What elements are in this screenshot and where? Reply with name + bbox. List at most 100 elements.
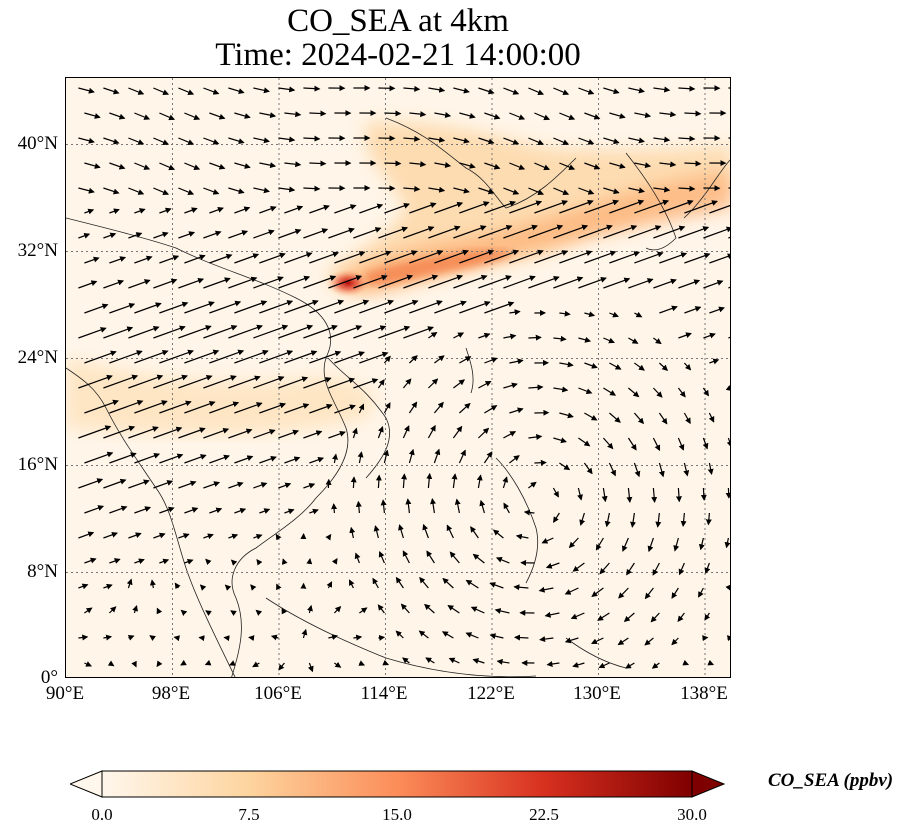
wind-arrow — [228, 230, 249, 239]
wind-arrow — [209, 401, 240, 414]
wind-arrow — [470, 606, 485, 614]
wind-arrow — [109, 256, 127, 264]
wind-arrow — [307, 604, 313, 614]
wind-arrow — [134, 112, 151, 120]
wind-arrow — [228, 276, 258, 289]
wind-arrow — [483, 451, 493, 464]
wind-arrow — [453, 332, 465, 339]
lon-tick-label: 114°E — [360, 683, 408, 704]
wind-arrow — [256, 558, 263, 566]
wind-arrow — [359, 250, 392, 264]
wind-arrow — [234, 455, 254, 464]
wind-arrow — [128, 279, 151, 289]
wind-arrow — [702, 437, 709, 450]
wind-arrow — [682, 659, 690, 666]
wind-arrow — [725, 384, 730, 391]
wind-arrow — [306, 558, 313, 565]
wind-arrow — [454, 498, 461, 514]
wind-arrow — [108, 606, 117, 614]
wind-arrow — [599, 562, 610, 575]
wind-arrow — [453, 379, 466, 389]
wind-arrow — [564, 587, 579, 595]
wind-arrow — [408, 401, 418, 414]
wind-arrow — [184, 558, 194, 565]
wind-arrow — [553, 335, 567, 342]
wind-arrow — [677, 612, 685, 622]
wind-arrow — [459, 300, 491, 314]
wind-arrow — [579, 512, 586, 526]
wind-arrow — [453, 274, 488, 289]
wind-arrow — [209, 112, 226, 120]
wind-arrow — [149, 579, 156, 589]
wind-arrow — [538, 586, 554, 593]
wind-arrow — [259, 112, 277, 119]
wind-arrow — [552, 487, 559, 498]
wind-arrow — [578, 137, 595, 145]
wind-arrow — [78, 374, 113, 389]
wind-arrow — [634, 311, 643, 318]
wind-arrow — [653, 225, 686, 239]
wind-arrow — [509, 112, 526, 120]
wind-arrow — [509, 309, 521, 316]
wind-arrow — [134, 400, 168, 414]
wind-vectors — [78, 85, 730, 673]
wind-arrow — [128, 532, 142, 539]
wind-arrow — [103, 187, 120, 195]
wind-arrow — [553, 224, 589, 239]
wind-arrow — [459, 356, 472, 364]
wind-arrow — [358, 660, 366, 666]
wind-arrow — [634, 162, 652, 169]
wind-arrow — [709, 358, 720, 365]
wind-arrow — [609, 251, 641, 264]
wind-arrow — [103, 232, 117, 239]
wind-arrow — [652, 437, 661, 452]
wind-arrow — [478, 187, 495, 195]
wind-arrow — [553, 187, 570, 196]
wind-arrow — [408, 448, 415, 464]
wind-arrow — [427, 424, 436, 439]
colorbar-tick-label: 7.5 — [238, 805, 260, 824]
wind-arrow — [378, 634, 386, 641]
wind-arrow — [180, 659, 187, 666]
wind-arrow — [331, 557, 338, 565]
wind-arrow — [109, 399, 144, 414]
wind-arrow — [259, 455, 277, 464]
wind-arrow — [409, 161, 427, 168]
wind-arrow — [209, 507, 223, 514]
wind-arrow — [248, 635, 255, 642]
wind-arrow — [434, 249, 469, 264]
wind-arrow — [278, 86, 296, 93]
wind-arrow — [628, 387, 640, 398]
wind-arrow — [633, 412, 645, 425]
wind-arrow — [652, 387, 663, 398]
wind-arrow — [627, 437, 637, 451]
wind-arrow — [659, 305, 678, 314]
wind-arrow — [678, 332, 692, 339]
wind-arrow — [259, 402, 287, 414]
wind-arrow — [659, 252, 688, 264]
wind-arrow — [78, 87, 95, 94]
wind-arrow — [602, 437, 614, 450]
wind-arrow — [84, 112, 101, 119]
wind-arrow — [228, 324, 263, 339]
wind-arrow — [603, 337, 615, 344]
wind-arrow — [332, 453, 338, 464]
wind-arrow — [303, 275, 337, 289]
wind-arrow — [84, 661, 93, 667]
gridlines — [66, 78, 730, 677]
wind-arrow — [84, 303, 109, 314]
map-title-line1: CO_SEA at 4km — [287, 3, 509, 39]
wind-arrow — [103, 279, 125, 289]
wind-arrow — [503, 137, 520, 145]
wind-arrow — [603, 187, 620, 195]
wind-arrow — [159, 349, 194, 364]
wind-arrow — [509, 407, 524, 414]
lat-tick-label: 0° — [40, 667, 58, 688]
wind-arrow — [478, 87, 495, 95]
wind-arrow — [634, 112, 652, 119]
wind-arrow — [127, 634, 135, 641]
wind-arrow — [109, 558, 121, 564]
wind-arrow — [591, 587, 604, 597]
wind-arrow — [375, 474, 382, 489]
wind-arrow — [103, 634, 113, 641]
